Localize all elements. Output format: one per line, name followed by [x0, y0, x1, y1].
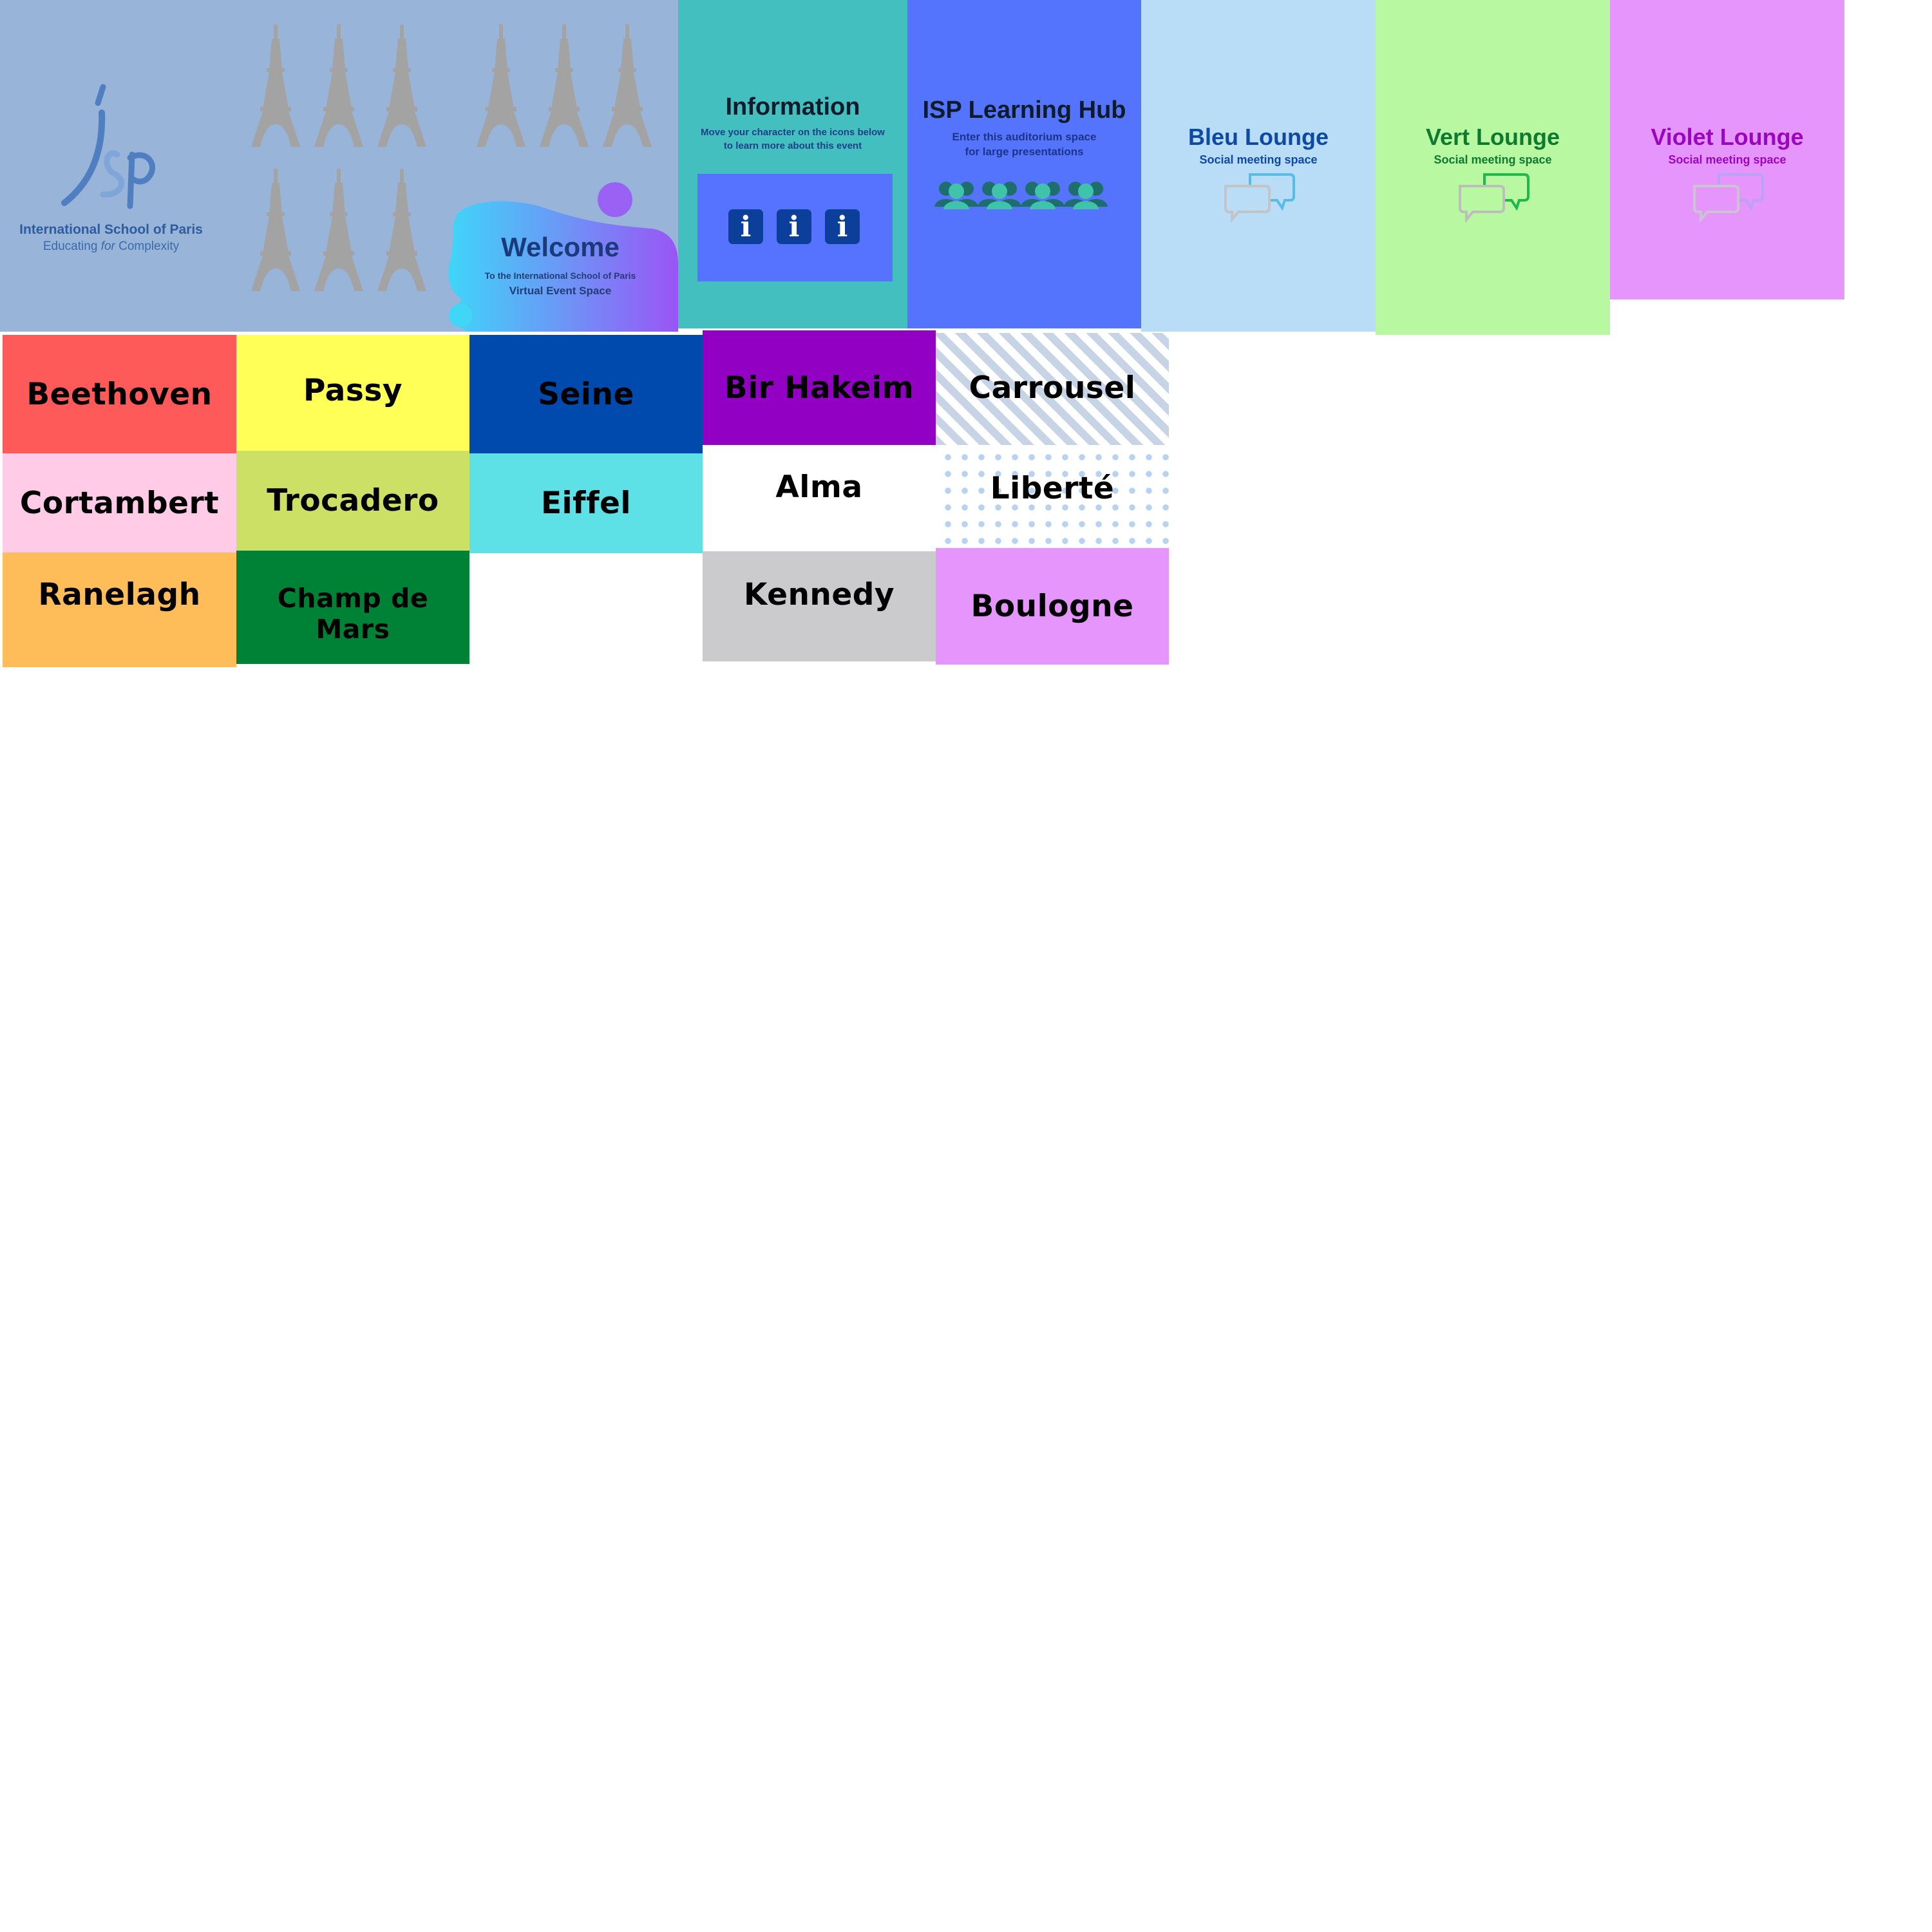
room-champ-de-mars[interactable]: Champ de Mars — [236, 551, 469, 664]
room-label: Passy — [303, 372, 402, 408]
lounge-title: Vert Lounge — [1425, 124, 1560, 150]
room-label: Ranelagh — [38, 577, 201, 612]
learning-hub-space[interactable]: ISP Learning Hub Enter this auditorium s… — [907, 0, 1141, 328]
room-boulogne[interactable]: Boulogne — [936, 548, 1169, 665]
room-alma[interactable]: Alma — [703, 445, 936, 551]
learning-hub-title: ISP Learning Hub — [922, 97, 1126, 124]
vert-lounge[interactable]: Vert Lounge Social meeting space — [1376, 0, 1610, 335]
eiffel-tower-icon — [603, 24, 652, 147]
room-kennedy[interactable]: Kennedy — [703, 551, 936, 661]
eiffel-tower-icon — [540, 24, 589, 147]
chat-bubbles-icon — [1459, 173, 1530, 222]
eiffel-tower-icon — [477, 24, 526, 147]
room-label: Champ de Mars — [277, 583, 429, 645]
room-cortambert[interactable]: Cortambert — [3, 453, 236, 553]
lounge-title: Bleu Lounge — [1188, 124, 1329, 150]
room-label: Alma — [775, 469, 863, 505]
room-label: Liberté — [990, 471, 1115, 506]
eiffel-tower-icon — [251, 169, 300, 291]
room-label: Carrousel — [969, 370, 1136, 406]
room-ranelagh[interactable]: Ranelagh — [3, 553, 236, 667]
room-carrousel[interactable]: Carrousel — [936, 333, 1169, 445]
info-icon[interactable]: i — [825, 209, 860, 244]
room-eiffel[interactable]: Eiffel — [469, 453, 703, 553]
room-label: Boulogne — [971, 589, 1134, 624]
room-passy[interactable]: Passy — [236, 335, 469, 451]
room-label: Trocadero — [267, 483, 439, 518]
room-label: Bir Hakeim — [724, 370, 914, 406]
school-tagline: Educating for Complexity — [0, 240, 222, 254]
lounge-subtitle: Social meeting space — [1668, 153, 1786, 166]
room-label: Eiffel — [540, 486, 632, 521]
room-trocadero[interactable]: Trocadero — [236, 451, 469, 551]
tagline-pre: Educating — [43, 240, 101, 253]
room-bir-hakeim[interactable]: Bir Hakeim — [703, 330, 936, 445]
isp-logo: International School of Paris Educating … — [0, 0, 225, 332]
information-subtitle: Move your character on the icons below t… — [691, 126, 895, 153]
lounge-subtitle: Social meeting space — [1434, 153, 1552, 166]
violet-lounge[interactable]: Violet Lounge Social meeting space — [1610, 0, 1844, 299]
room-label: Seine — [538, 376, 634, 412]
bleu-lounge[interactable]: Bleu Lounge Social meeting space — [1141, 0, 1376, 332]
school-name: International School of Paris — [19, 222, 203, 237]
information-space[interactable]: Information Move your character on the i… — [678, 0, 907, 328]
room-seine[interactable]: Seine — [469, 335, 703, 453]
eiffel-tower-icon — [377, 169, 426, 291]
tagline-emphasis: for — [100, 240, 115, 253]
welcome-subtitle-event: Virtual Event Space — [509, 285, 612, 297]
welcome-subtitle: To the International School of Paris — [484, 270, 636, 281]
room-beethoven[interactable]: Beethoven — [3, 335, 236, 453]
eiffel-tower-icon — [377, 24, 426, 147]
info-icon[interactable]: i — [728, 209, 763, 244]
learning-hub-subtitle-line: Enter this auditorium space — [952, 131, 1097, 143]
welcome-title: Welcome — [501, 232, 620, 262]
room-label: Cortambert — [19, 485, 220, 521]
information-subtitle-line: to learn more about this event — [723, 140, 862, 151]
chat-bubbles-icon — [1224, 173, 1295, 222]
welcome-banner: International School of Paris Educating … — [0, 0, 678, 332]
isp-logo-icon — [61, 84, 155, 209]
info-icon[interactable]: i — [777, 209, 811, 244]
room-label: Beethoven — [26, 376, 213, 412]
room-liberte[interactable]: Liberté — [936, 445, 1169, 548]
eiffel-tower-icon — [314, 169, 363, 291]
learning-hub-subtitle-line: for large presentations — [965, 146, 1084, 158]
information-title: Information — [725, 93, 860, 120]
eiffel-tower-icon — [251, 24, 300, 147]
chat-bubbles-icon — [1693, 173, 1764, 222]
welcome-blob[interactable] — [446, 180, 678, 332]
info-icons-panel: i i i — [697, 174, 893, 281]
room-label: Kennedy — [743, 577, 895, 612]
people-icon — [934, 182, 1108, 209]
lounge-subtitle: Social meeting space — [1199, 153, 1318, 166]
eiffel-tower-icon — [314, 24, 363, 147]
lounge-title: Violet Lounge — [1651, 124, 1804, 150]
information-subtitle-line: Move your character on the icons below — [701, 127, 885, 138]
learning-hub-subtitle: Enter this auditorium space for large pr… — [907, 129, 1141, 159]
tagline-post: Complexity — [115, 240, 180, 253]
